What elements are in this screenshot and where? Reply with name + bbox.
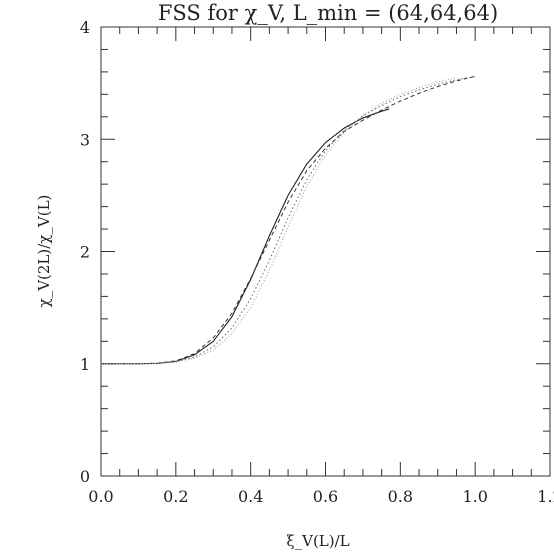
y-axis-label: χ_V(2L)/χ_V(L) — [35, 195, 53, 308]
x-tick-label: 1.2 — [537, 487, 554, 506]
axis-ticks — [100, 26, 551, 477]
series-line-dashed — [101, 75, 476, 365]
x-tick-label: 0.4 — [238, 487, 263, 506]
y-tick-label: 1 — [80, 355, 90, 374]
x-tick-label: 0.8 — [388, 487, 413, 506]
y-tick-label: 0 — [80, 467, 90, 486]
data-series — [101, 75, 476, 365]
x-tick-label: 0.6 — [313, 487, 338, 506]
x-tick-label: 0.2 — [163, 487, 188, 506]
plot-frame — [100, 26, 551, 477]
x-tick-label: 0.0 — [88, 487, 113, 506]
tick-labels: 0.0 0.2 0.4 0.6 0.8 1.0 1.2 0 1 2 3 4 — [80, 18, 554, 506]
y-tick-label: 2 — [80, 243, 90, 262]
x-tick-label: 1.0 — [462, 487, 487, 506]
series-line-dotted — [101, 75, 476, 365]
y-tick-label: 3 — [80, 130, 90, 149]
chart-title: FSS for χ_V, L_min = (64,64,64) — [158, 1, 498, 25]
x-axis-label: ξ_V(L)/L — [286, 532, 349, 550]
y-tick-label: 4 — [80, 18, 90, 37]
series-line-solid — [101, 108, 390, 365]
